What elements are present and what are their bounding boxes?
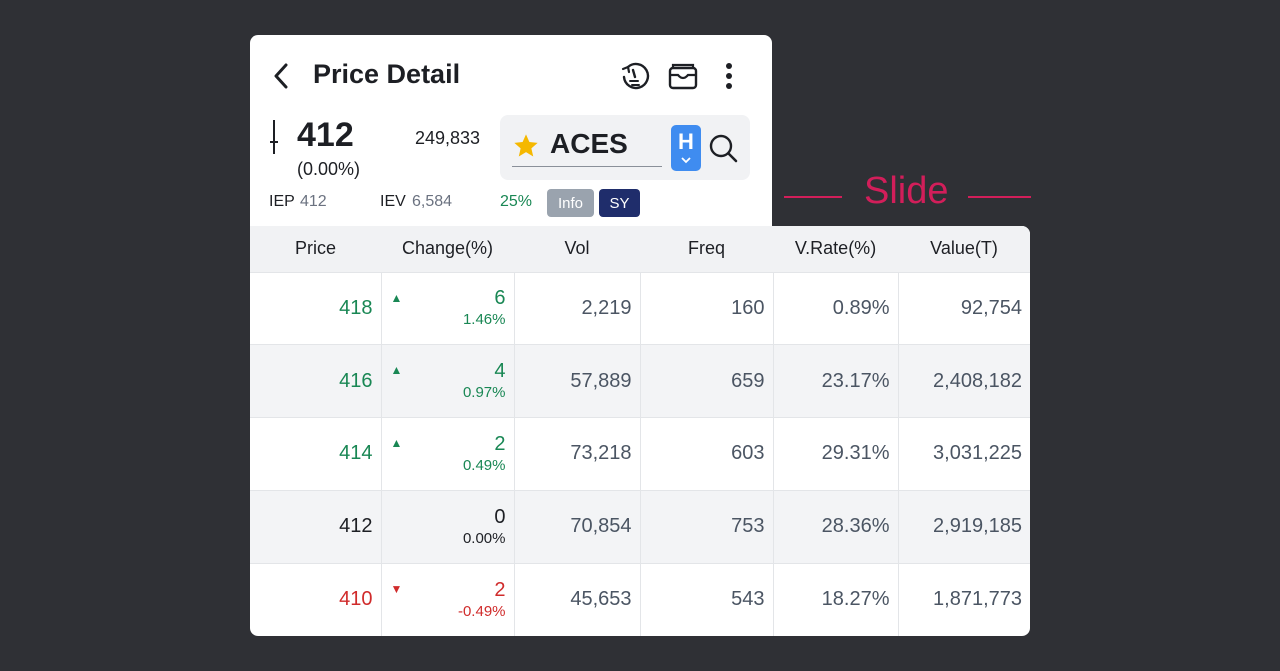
change-value: 2 <box>494 578 506 601</box>
iep-value: 412 <box>300 193 327 210</box>
board-select-button[interactable]: H <box>671 125 701 171</box>
more-button[interactable] <box>712 58 746 94</box>
back-button[interactable] <box>268 60 294 92</box>
vrate-cell: 28.36% <box>772 490 898 564</box>
col-header-vol[interactable]: Vol <box>564 238 590 259</box>
freq-cell: 753 <box>639 490 773 564</box>
slide-label: Slide <box>864 170 949 212</box>
total-volume: 249,833 <box>415 128 481 148</box>
vol-cell: 57,889 <box>513 344 640 418</box>
history-button[interactable] <box>618 58 652 94</box>
value-cell: 3,031,225 <box>897 417 1030 491</box>
col-header-vrate[interactable]: V.Rate(%) <box>794 238 877 259</box>
price-flat-candle-icon <box>270 120 278 154</box>
back-arrow-icon <box>274 63 288 89</box>
change-value: 2 <box>494 432 506 455</box>
change-cell: ▲ 4 0.97% <box>380 344 514 418</box>
favorite-star-icon[interactable] <box>512 132 540 160</box>
price-cell: 414 <box>339 442 373 465</box>
stock-selector[interactable] <box>500 115 750 180</box>
wallet-button[interactable] <box>666 58 700 94</box>
price-cell: 410 <box>339 588 373 611</box>
change-cell: ▲ 2 0.49% <box>380 417 514 491</box>
iev-value: 6,584 <box>412 193 453 210</box>
vol-cell: 45,653 <box>513 563 640 636</box>
chevron-down-icon <box>671 155 701 165</box>
history-timer-icon <box>621 62 650 90</box>
arrow-down-icon: ▼ <box>390 581 403 596</box>
vol-cell: 2,219 <box>513 272 640 345</box>
ticker-symbol[interactable]: ACES <box>550 128 628 159</box>
col-header-value[interactable]: Value(T) <box>930 238 998 259</box>
value-cell: 2,408,182 <box>897 344 1030 418</box>
freq-cell: 543 <box>639 563 773 636</box>
price-table-panel: Price Change(%) Vol Freq V.Rate(%) Value… <box>250 226 1030 636</box>
info-badge[interactable]: Info <box>547 189 594 217</box>
price-cell: 418 <box>339 296 373 319</box>
freq-cell: 659 <box>639 344 773 418</box>
col-header-change[interactable]: Change(%) <box>401 238 494 259</box>
arrow-up-icon: ▲ <box>390 436 403 451</box>
price-cell: 416 <box>339 369 373 392</box>
vrate-cell: 23.17% <box>772 344 898 418</box>
last-price: 412 <box>297 116 354 154</box>
more-vertical-icon <box>726 63 732 89</box>
board-label: H <box>678 129 694 154</box>
price-table[interactable]: Price Change(%) Vol Freq V.Rate(%) Value… <box>250 226 1030 636</box>
table-row[interactable]: 418 ▲ 6 1.46% 2,219 160 0.89% 92,754 <box>250 272 1030 345</box>
vol-cell: 70,854 <box>513 490 640 564</box>
vol-cell: 73,218 <box>513 417 640 491</box>
table-row[interactable]: 416 ▲ 4 0.97% 57,889 659 23.17% 2,408,182 <box>250 344 1030 418</box>
freq-cell: 160 <box>639 272 773 345</box>
value-cell: 2,919,185 <box>897 490 1030 564</box>
change-percent: 0.49% <box>462 456 506 474</box>
change-cell: ▲ 6 1.46% <box>380 272 514 345</box>
iep-label: IEP <box>269 193 295 210</box>
col-header-price[interactable]: Price <box>294 238 336 259</box>
table-row[interactable]: 410 ▼ 2 -0.49% 45,653 543 18.27% 1,871,773 <box>250 563 1030 636</box>
table-row[interactable]: 412 0 0.00% 70,854 753 28.36% 2,919,185 <box>250 490 1030 564</box>
search-icon[interactable] <box>707 132 739 164</box>
arrow-up-icon: ▲ <box>390 290 403 305</box>
ticker-underline <box>512 166 662 167</box>
value-cell: 92,754 <box>897 272 1030 345</box>
change-percent: 0.00% <box>462 529 506 547</box>
change-value: 6 <box>494 287 506 310</box>
value-cell: 1,871,773 <box>897 563 1030 636</box>
slide-line-left <box>784 196 842 198</box>
change-percent: 0.97% <box>462 384 506 402</box>
change-percent: -0.49% <box>457 602 506 620</box>
table-row[interactable]: 414 ▲ 2 0.49% 73,218 603 29.31% 3,031,225 <box>250 417 1030 491</box>
change-cell: ▼ 2 -0.49% <box>380 563 514 636</box>
page-title: Price Detail <box>313 59 461 89</box>
vrate-cell: 29.31% <box>772 417 898 491</box>
price-change-pct: (0.00%) <box>297 159 361 179</box>
change-value: 0 <box>494 505 506 528</box>
sy-badge[interactable]: SY <box>599 189 640 217</box>
table-header-row: Price Change(%) Vol Freq V.Rate(%) Value… <box>250 226 1030 272</box>
slide-line-right <box>968 196 1031 198</box>
price-cell: 412 <box>339 515 373 538</box>
percentage-value: 25% <box>500 193 533 210</box>
vrate-cell: 18.27% <box>772 563 898 636</box>
arrow-up-icon: ▲ <box>390 363 403 378</box>
col-header-freq[interactable]: Freq <box>687 238 725 259</box>
change-value: 4 <box>494 360 506 383</box>
iev-label: IEV <box>380 193 406 210</box>
freq-cell: 603 <box>639 417 773 491</box>
change-percent: 1.46% <box>462 311 506 329</box>
vrate-cell: 0.89% <box>772 272 898 345</box>
wallet-icon <box>668 63 698 90</box>
change-cell: 0 0.00% <box>380 490 514 564</box>
